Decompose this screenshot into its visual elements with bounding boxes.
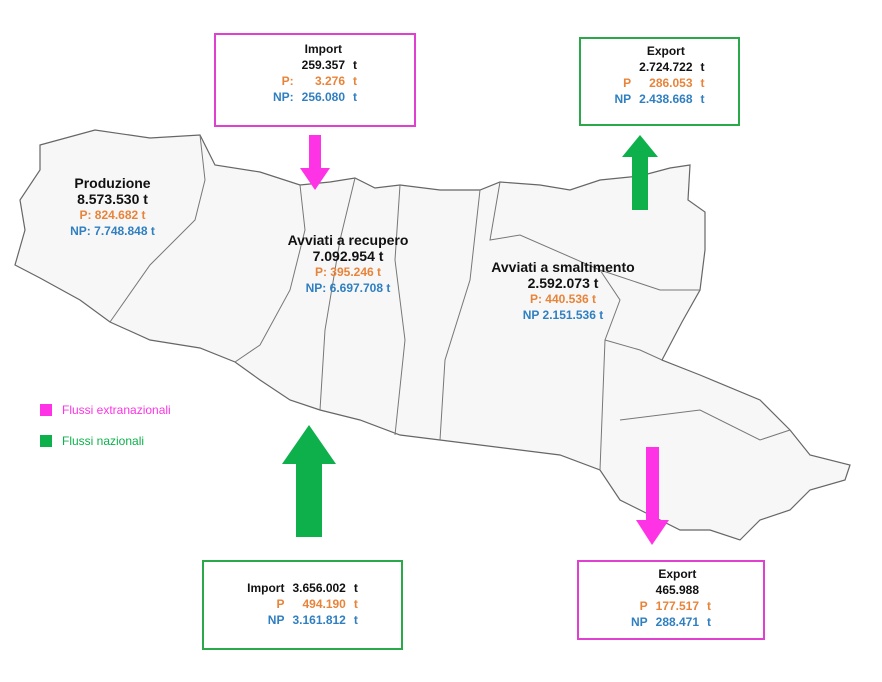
np-label: NP (267, 613, 285, 627)
smaltimento-label: Avviati a smaltimento 2.592.073 t P: 440… (478, 259, 648, 323)
title: Avviati a recupero (287, 232, 409, 248)
legend-label: Flussi extranazionali (62, 403, 171, 417)
p-value: 494.190 (302, 597, 346, 611)
np-label: NP (630, 615, 648, 629)
p-label: P (276, 597, 285, 611)
np-value: NP: 7.748.848 t (70, 224, 155, 238)
title: Export (658, 567, 697, 581)
import-extranational-box: Import 259.357 t P: 3.276 t NP: 256.080 t (214, 33, 416, 127)
p-label: P: (281, 74, 294, 88)
legend-extranational: Flussi extranazionali (40, 403, 171, 417)
unit: t (700, 76, 705, 90)
legend-label: Flussi nazionali (62, 434, 145, 448)
arrow-import-national (282, 425, 336, 537)
total: 7.092.954 t (312, 248, 384, 264)
legend-swatch (40, 404, 52, 416)
p-label: P (639, 599, 648, 613)
p-value: 286.053 (649, 76, 693, 90)
unit: t (700, 92, 705, 106)
unit: t (353, 58, 358, 72)
legend-swatch (40, 435, 52, 447)
province-borders (109, 134, 791, 471)
unit: t (353, 613, 358, 627)
total: 2.592.073 t (527, 275, 599, 291)
np-label: NP: (272, 90, 294, 104)
p-value: P: 395.246 t (314, 265, 382, 279)
np-value: 2.438.668 (639, 92, 693, 106)
export-national-box: Export 2.724.722 t P 286.053 t NP 2.438.668 t (579, 37, 740, 126)
title: Export (646, 44, 685, 58)
np-value: NP 2.151.536 t (522, 308, 604, 322)
title: Import (247, 581, 285, 595)
title: Avviati a smaltimento (491, 259, 635, 275)
unit: t (353, 597, 358, 611)
p-value: P: 440.536 t (529, 292, 597, 306)
total: 8.573.530 t (77, 191, 148, 207)
np-value: NP: 6.697.708 t (305, 281, 391, 295)
legend-national: Flussi nazionali (40, 434, 144, 448)
np-value: 256.080 (301, 90, 346, 104)
recupero-label: Avviati a recupero 7.092.954 t P: 395.24… (268, 232, 428, 296)
arrow-import-extranational (300, 135, 330, 190)
unit: t (353, 74, 358, 88)
import-national-box: Import 3.656.002 t P 494.190 t NP 3.161.812 t (202, 560, 403, 650)
title: Import (304, 42, 342, 56)
export-extranational-box: Export 465.988 P 177.517 t NP 288.471 t (577, 560, 765, 640)
unit: t (700, 60, 705, 74)
total: 3.656.002 (292, 581, 346, 595)
arrow-export-extranational-bottom (636, 447, 669, 545)
total: 2.724.722 (639, 60, 693, 74)
np-value: 3.161.812 (292, 613, 346, 627)
arrow-export-national-top (622, 135, 658, 210)
p-value: 3.276 (315, 74, 346, 88)
p-value: P: 824.682 t (79, 208, 146, 222)
np-value: 288.471 (655, 615, 700, 629)
unit: t (707, 615, 712, 629)
total: 259.357 (301, 58, 346, 72)
np-label: NP (614, 92, 632, 106)
unit: t (353, 90, 358, 104)
p-value: 177.517 (655, 599, 700, 613)
p-label: P (623, 76, 632, 90)
total: 465.988 (655, 583, 700, 597)
title: Produzione (74, 175, 151, 191)
produzione-label: Produzione 8.573.530 t P: 824.682 t NP: … (40, 175, 185, 239)
unit: t (353, 581, 358, 595)
unit: t (707, 599, 712, 613)
